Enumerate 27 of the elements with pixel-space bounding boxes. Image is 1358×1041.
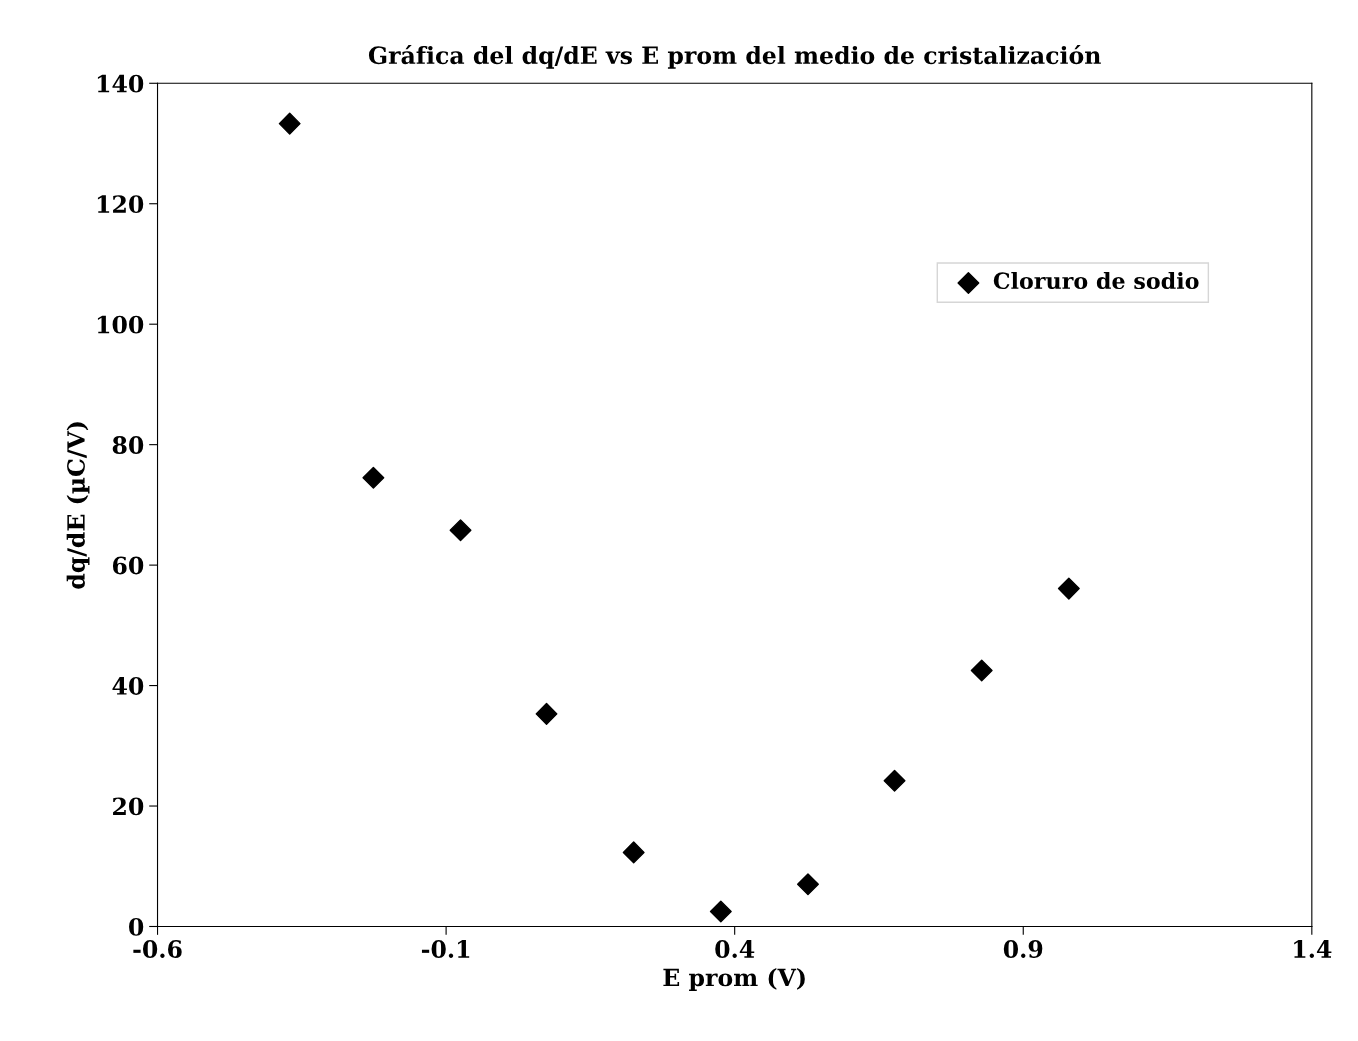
- x-axis-title: E prom (V): [663, 968, 805, 991]
- point: [796, 873, 819, 896]
- y-tick-label: 80: [112, 436, 144, 454]
- x-tick-label: 1.4: [1294, 940, 1332, 958]
- point: [535, 702, 558, 725]
- point: [622, 841, 645, 864]
- point: [278, 112, 301, 135]
- y-tick-label: 140: [97, 74, 144, 93]
- chart-title: Gráfica del dq/dE vs E prom del medio de cristalización: [368, 44, 1101, 69]
- point: [362, 466, 385, 489]
- x-tick-label: 0.4: [715, 940, 755, 958]
- x-tick-label: -0.6: [133, 940, 182, 958]
- y-tick-label: 120: [97, 195, 144, 214]
- y-tick-label: 20: [113, 797, 144, 816]
- point: [709, 900, 732, 923]
- y-tick-label: 100: [97, 315, 144, 334]
- x-tick-label: 0.9: [1003, 940, 1043, 958]
- y-tick-label: 60: [112, 556, 144, 575]
- point: [883, 769, 906, 792]
- point: [970, 659, 993, 682]
- y-tick-label: 0: [129, 917, 144, 936]
- legend-label: Cloruro de sodio: [993, 271, 1199, 290]
- point: [1057, 577, 1080, 600]
- point: [449, 519, 472, 542]
- x-tick-label: -0.1: [421, 940, 470, 958]
- y-tick-label: 40: [112, 677, 144, 695]
- y-axis-title: dq/dE (µC/V): [66, 422, 90, 589]
